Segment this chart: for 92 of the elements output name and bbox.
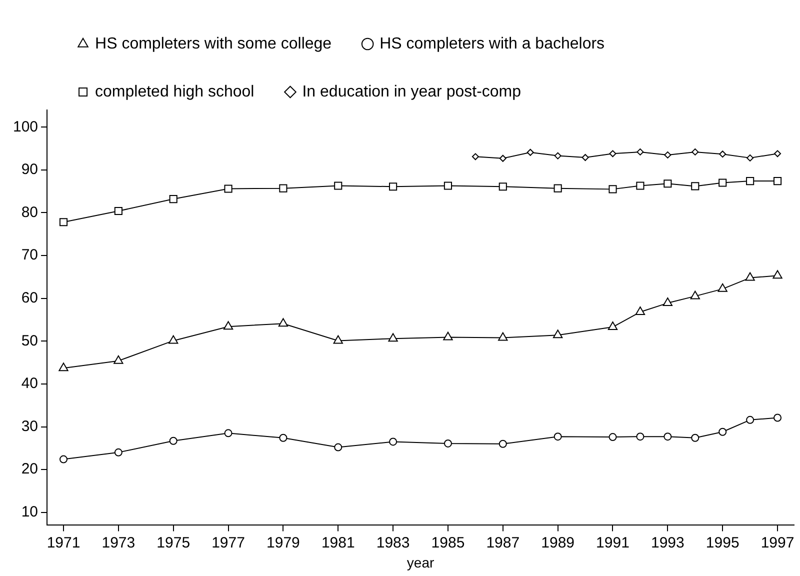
point	[608, 322, 618, 330]
point	[582, 154, 589, 162]
point	[664, 151, 672, 158]
point	[691, 182, 700, 190]
point	[114, 448, 122, 456]
legend-label: HS completers with a bachelors	[380, 35, 605, 52]
point	[224, 184, 232, 193]
point	[223, 321, 234, 330]
point	[664, 432, 672, 441]
point	[168, 335, 178, 344]
point	[718, 178, 727, 187]
x-tick-label: 1971	[46, 534, 80, 552]
legend-label: HS completers with some college	[95, 35, 332, 52]
point	[443, 332, 453, 340]
point	[718, 283, 728, 292]
point	[498, 332, 508, 341]
point	[774, 414, 782, 422]
point	[389, 182, 398, 191]
point	[279, 434, 288, 442]
y-tick-label: 60	[21, 289, 38, 306]
point	[552, 330, 563, 338]
point	[59, 218, 68, 226]
y-tick-label: 90	[21, 161, 38, 178]
y-tick-label: 10	[21, 504, 38, 520]
point	[279, 184, 288, 192]
point	[444, 182, 452, 190]
point	[662, 298, 673, 306]
point	[58, 362, 68, 372]
x-tick-label: 1975	[156, 534, 190, 552]
point	[389, 438, 398, 446]
point	[636, 148, 644, 156]
x-tick-label: 1973	[102, 534, 136, 552]
point	[746, 416, 754, 424]
point	[114, 355, 124, 364]
point	[334, 443, 342, 452]
point	[608, 185, 617, 194]
point	[609, 150, 616, 158]
point	[114, 206, 122, 216]
point	[169, 194, 178, 204]
x-tick-label: 1997	[760, 534, 794, 552]
point	[746, 177, 754, 186]
point	[772, 270, 782, 279]
point	[498, 440, 507, 448]
x-axis-title: year	[406, 554, 434, 570]
point	[498, 182, 507, 191]
x-tick-label: 1979	[266, 534, 300, 552]
x-tick-label: 1981	[321, 534, 355, 552]
point	[746, 154, 754, 162]
point	[745, 272, 755, 281]
x-tick-label: 1991	[596, 534, 630, 552]
point	[692, 148, 699, 156]
point	[60, 455, 68, 464]
x-tick-label: 1993	[650, 534, 684, 552]
point	[526, 148, 534, 156]
point	[636, 182, 644, 190]
point	[278, 318, 288, 327]
x-tick-label: 1985	[431, 534, 465, 552]
point	[169, 436, 178, 445]
y-tick-label: 40	[21, 375, 38, 392]
x-tick-label: 1983	[376, 534, 410, 552]
y-tick-label: 70	[21, 246, 38, 264]
point	[499, 154, 506, 162]
point	[333, 335, 343, 344]
point	[388, 333, 398, 342]
y-tick-label: 20	[21, 460, 38, 478]
point	[719, 150, 726, 158]
legend-label: In education in year post-comp	[302, 83, 522, 100]
point	[334, 182, 342, 190]
y-tick-label: 50	[21, 332, 38, 350]
point	[554, 432, 562, 441]
point	[224, 429, 232, 438]
point	[774, 150, 782, 158]
x-tick-label: 1977	[212, 534, 245, 552]
point	[472, 153, 479, 160]
legend-label: completed high school	[95, 83, 254, 100]
y-tick-label: 80	[21, 204, 38, 221]
point	[636, 432, 644, 441]
point	[635, 306, 646, 316]
point	[664, 180, 672, 188]
x-tick-label: 1987	[486, 534, 520, 552]
point	[691, 434, 700, 442]
x-tick-label: 1989	[541, 534, 575, 552]
point	[718, 428, 727, 436]
y-tick-label: 100	[12, 118, 38, 136]
point	[554, 152, 562, 160]
y-tick-label: 30	[21, 418, 38, 435]
point	[608, 433, 617, 442]
point	[444, 439, 452, 448]
point	[690, 290, 700, 300]
point	[554, 184, 562, 192]
point	[773, 177, 782, 186]
x-tick-label: 1995	[706, 534, 740, 552]
